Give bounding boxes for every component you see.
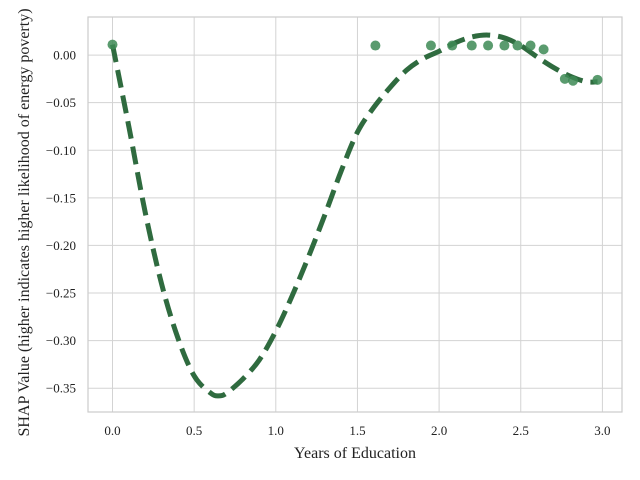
x-tick-label: 1.5 <box>349 423 365 438</box>
x-tick-label: 0.5 <box>186 423 202 438</box>
x-tick-label: 1.0 <box>268 423 284 438</box>
data-point <box>466 40 477 51</box>
y-tick-label: −0.25 <box>46 286 76 301</box>
data-point <box>568 75 579 86</box>
grid <box>88 17 622 412</box>
y-tick-label: 0.00 <box>53 48 76 63</box>
data-point <box>512 40 523 51</box>
x-tick-label: 2.0 <box>431 423 447 438</box>
trend-line <box>110 32 598 399</box>
data-point <box>538 44 549 55</box>
x-tick-label: 2.5 <box>513 423 529 438</box>
y-axis-label: SHAP Value (higher indicates higher like… <box>16 8 33 436</box>
data-point <box>370 40 381 51</box>
data-point <box>559 73 570 84</box>
x-tick-label: 3.0 <box>594 423 610 438</box>
y-tick-label: −0.10 <box>46 143 76 158</box>
data-point <box>425 40 436 51</box>
data-points <box>107 39 603 86</box>
data-point <box>483 40 494 51</box>
tick-labels: 0.0 0.5 1.0 1.5 2.0 2.5 3.0 0.00 −0.05 −0.10 −0.15… <box>46 48 611 438</box>
y-tick-label: −0.15 <box>46 190 76 205</box>
y-tick-label: −0.35 <box>46 381 76 396</box>
x-axis-label: Years of Education <box>294 445 416 462</box>
data-point <box>499 40 510 51</box>
plot-frame <box>87 16 623 413</box>
y-tick-label: −0.30 <box>46 333 76 348</box>
data-point <box>447 40 458 51</box>
y-tick-label: −0.20 <box>46 238 76 253</box>
data-point <box>592 74 603 85</box>
data-point <box>525 40 536 51</box>
data-point <box>107 39 118 50</box>
y-tick-label: −0.05 <box>46 95 76 110</box>
x-tick-label: 0.0 <box>104 423 120 438</box>
